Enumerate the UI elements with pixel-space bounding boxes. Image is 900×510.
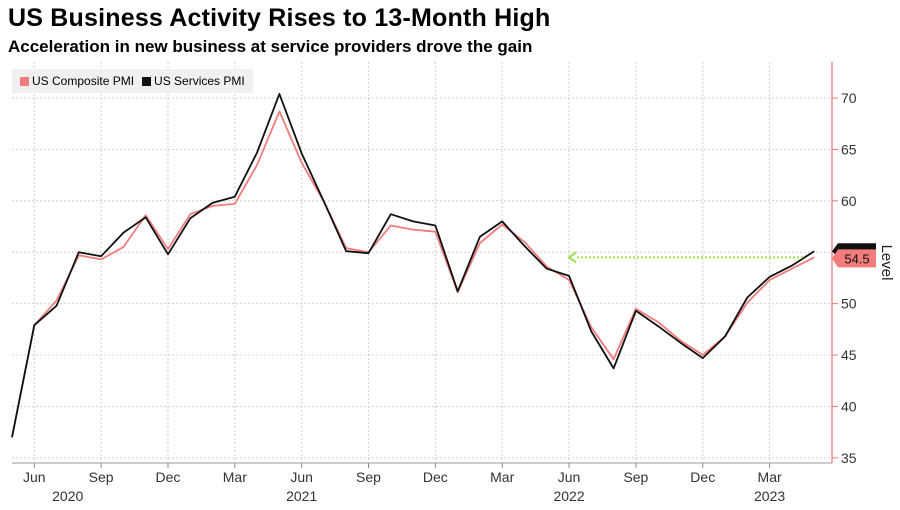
y-tick-label: 40 [841,398,857,414]
y-tick-label: 65 [841,141,857,157]
chart-legend: US Composite PMI US Services PMI [12,69,253,93]
legend-item-composite: US Composite PMI [20,74,134,88]
x-tick-label: Dec [690,469,715,485]
x-tick-label: Dec [423,469,448,485]
x-tick-label: Sep [623,469,648,485]
x-tick-label: Dec [156,469,181,485]
x-tick-label: Sep [356,469,381,485]
y-tick-label: 60 [841,193,857,209]
x-year-label: 2021 [286,488,317,504]
y-tick-label: 45 [841,347,857,363]
y-axis-label: Level [878,245,895,281]
x-year-label: 2023 [754,488,785,504]
legend-swatch-composite [20,76,29,86]
annotation-arrow-head [567,251,577,264]
x-tick-label: Jun [558,469,581,485]
x-tick-label: Mar [758,469,782,485]
legend-label-composite: US Composite PMI [32,74,135,88]
legend-swatch-services [142,76,152,86]
last-value-tag-composite [832,249,876,268]
x-tick-label: Mar [223,469,247,485]
x-tick-label: Sep [89,469,114,485]
series-line-composite [11,110,815,438]
legend-item-services: US Services PMI [142,74,245,88]
x-year-label: 2022 [553,488,584,504]
legend-label-services: US Services PMI [154,74,245,88]
last-value-label: 54.5 [844,251,869,266]
x-tick-label: Jun [23,469,46,485]
x-year-label: 2020 [52,488,83,504]
series-line-services [11,93,815,438]
chart-title: US Business Activity Rises to 13-Month H… [8,4,551,32]
y-tick-label: 70 [841,90,857,106]
x-tick-label: Jun [290,469,313,485]
y-tick-label: 35 [841,450,857,466]
y-tick-label: 50 [841,296,857,312]
x-tick-label: Mar [490,469,514,485]
chart-subtitle: Acceleration in new business at service … [8,37,533,56]
